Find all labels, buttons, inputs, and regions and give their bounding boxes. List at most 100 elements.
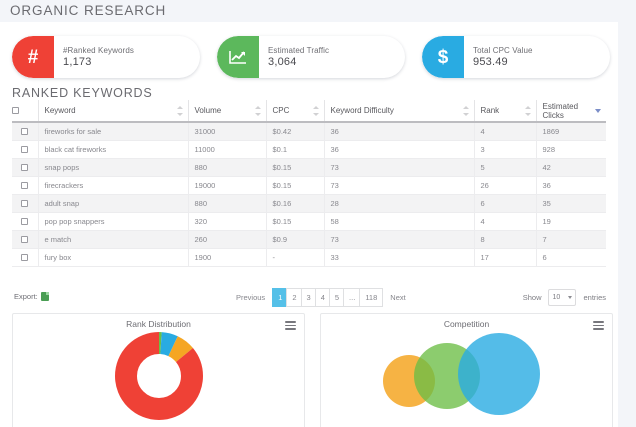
cell-rank: 5 — [474, 158, 537, 177]
sort-icon[interactable] — [524, 105, 531, 116]
checkbox-icon[interactable] — [21, 236, 29, 244]
cell-rank: 3 — [474, 140, 537, 159]
row-checkbox-cell[interactable] — [12, 176, 39, 195]
column-label: CPC — [272, 106, 290, 115]
cell-rank: 6 — [474, 194, 537, 213]
table-row[interactable]: firecrackers 19000 $0.15 73 26 36 — [12, 176, 606, 195]
cell-rank: 17 — [474, 248, 537, 267]
content-panel: # #Ranked Keywords 1,173 Estimated Traff — [0, 22, 618, 427]
pagination-page-118[interactable]: 118 — [359, 288, 384, 307]
table-body: fireworks for sale 31000 $0.42 36 4 1869… — [12, 122, 606, 267]
dollar-glyph: $ — [437, 46, 449, 68]
ranked-keywords-table: Keyword Volume CPC Keyword Difficul — [12, 100, 606, 267]
checkbox-icon[interactable] — [21, 218, 29, 226]
column-header-rank[interactable]: Rank — [474, 100, 537, 123]
column-header-keyword[interactable]: Keyword — [38, 100, 189, 123]
cell-rank: 4 — [474, 212, 537, 231]
stat-value: 1,173 — [63, 56, 92, 68]
cell-keyword: pop pop snappers — [38, 212, 189, 231]
competition-panel: Competition overstockcentralfireworks.co… — [320, 313, 613, 427]
stat-value: 953.49 — [473, 56, 508, 68]
row-checkbox-cell[interactable] — [12, 140, 39, 159]
pagination-previous[interactable]: Previous — [236, 293, 266, 302]
column-header-estimated-clicks[interactable]: Estimated Clicks — [536, 100, 606, 123]
competition-venn-chart — [321, 331, 612, 420]
cell-keyword-difficulty: 28 — [324, 194, 475, 213]
cell-rank: 8 — [474, 230, 537, 249]
cell-volume: 1900 — [188, 248, 267, 267]
show-label: Show — [522, 293, 542, 302]
column-header-cpc[interactable]: CPC — [266, 100, 325, 123]
chart-title: Competition — [443, 319, 490, 329]
cell-cpc: $0.15 — [266, 176, 325, 195]
excel-icon[interactable] — [40, 292, 49, 301]
table-row[interactable]: e match 260 $0.9 73 8 7 — [12, 230, 606, 249]
pagination-next[interactable]: Next — [390, 293, 406, 302]
row-checkbox-cell[interactable] — [12, 212, 39, 231]
page-title: ORGANIC RESEARCH — [10, 3, 167, 18]
column-label: Estimated Clicks — [542, 101, 579, 120]
cell-cpc: - — [266, 248, 325, 267]
stat-text: #Ranked Keywords 1,173 — [54, 46, 134, 68]
cell-keyword: firecrackers — [38, 176, 189, 195]
column-header-keyword-difficulty[interactable]: Keyword Difficulty — [324, 100, 475, 123]
checkbox-icon[interactable] — [12, 107, 19, 115]
rank-distribution-chart — [13, 331, 304, 420]
row-checkbox-cell[interactable] — [12, 158, 39, 177]
sort-icon[interactable] — [176, 105, 183, 116]
cell-estimated-clicks: 6 — [536, 248, 606, 267]
cell-volume: 320 — [188, 212, 267, 231]
cell-volume: 31000 — [188, 122, 267, 141]
checkbox-icon[interactable] — [21, 146, 29, 154]
table-row[interactable]: black cat fireworks 11000 $0.1 36 3 928 — [12, 140, 606, 159]
hash-icon: # — [12, 36, 54, 78]
table-row[interactable]: fury box 1900 - 33 17 6 — [12, 248, 606, 267]
stat-card-ranked-keywords[interactable]: # #Ranked Keywords 1,173 — [12, 36, 200, 78]
cell-cpc: $0.15 — [266, 212, 325, 231]
trending-up-icon — [217, 36, 259, 78]
row-checkbox-cell[interactable] — [12, 248, 39, 267]
checkbox-icon[interactable] — [21, 182, 29, 190]
checkbox-icon[interactable] — [21, 128, 29, 136]
cell-keyword: fireworks for sale — [38, 122, 189, 141]
column-select-all[interactable] — [12, 100, 39, 123]
checkbox-icon[interactable] — [21, 164, 29, 172]
entries-per-page-select[interactable]: 10 — [548, 289, 577, 306]
venn-circle-blue — [458, 332, 540, 415]
table-row[interactable]: snap pops 880 $0.15 73 5 42 — [12, 158, 606, 177]
sort-icon[interactable] — [254, 105, 261, 116]
table-row[interactable]: fireworks for sale 31000 $0.42 36 4 1869 — [12, 122, 606, 141]
column-label: Keyword Difficulty — [330, 106, 394, 115]
stat-value: 3,064 — [268, 56, 297, 68]
row-checkbox-cell[interactable] — [12, 122, 39, 141]
stat-card-total-cpc-value[interactable]: $ Total CPC Value 953.49 — [422, 36, 610, 78]
stat-label: Estimated Traffic — [268, 46, 330, 55]
cell-volume: 260 — [188, 230, 267, 249]
cell-rank: 4 — [474, 122, 537, 141]
sort-icon[interactable] — [462, 105, 469, 116]
hamburger-menu-icon[interactable] — [593, 321, 604, 330]
export-control[interactable]: Export: — [14, 292, 49, 301]
sort-icon[interactable] — [312, 105, 319, 116]
table-footer: Export: Previous 1 2 3 4 5 ... 118 Next … — [12, 287, 606, 311]
cell-estimated-clicks: 19 — [536, 212, 606, 231]
pagination-page-1[interactable]: 1 — [272, 288, 289, 307]
chart-title: Rank Distribution — [126, 319, 191, 329]
hamburger-menu-icon[interactable] — [285, 321, 296, 330]
row-checkbox-cell[interactable] — [12, 194, 39, 213]
cell-keyword-difficulty: 58 — [324, 212, 475, 231]
column-header-volume[interactable]: Volume — [188, 100, 267, 123]
checkbox-icon[interactable] — [21, 200, 29, 208]
show-entries-control: Show 10 entries — [523, 289, 606, 306]
stat-card-estimated-traffic[interactable]: Estimated Traffic 3,064 — [217, 36, 405, 78]
cell-cpc: $0.9 — [266, 230, 325, 249]
cell-keyword-difficulty: 33 — [324, 248, 475, 267]
hash-glyph: # — [27, 46, 39, 68]
table-row[interactable]: pop pop snappers 320 $0.15 58 4 19 — [12, 212, 606, 231]
checkbox-icon[interactable] — [21, 254, 29, 262]
row-checkbox-cell[interactable] — [12, 230, 39, 249]
cell-keyword: snap pops — [38, 158, 189, 177]
table-row[interactable]: adult snap 880 $0.16 28 6 35 — [12, 194, 606, 213]
sort-desc-icon[interactable] — [595, 108, 601, 113]
